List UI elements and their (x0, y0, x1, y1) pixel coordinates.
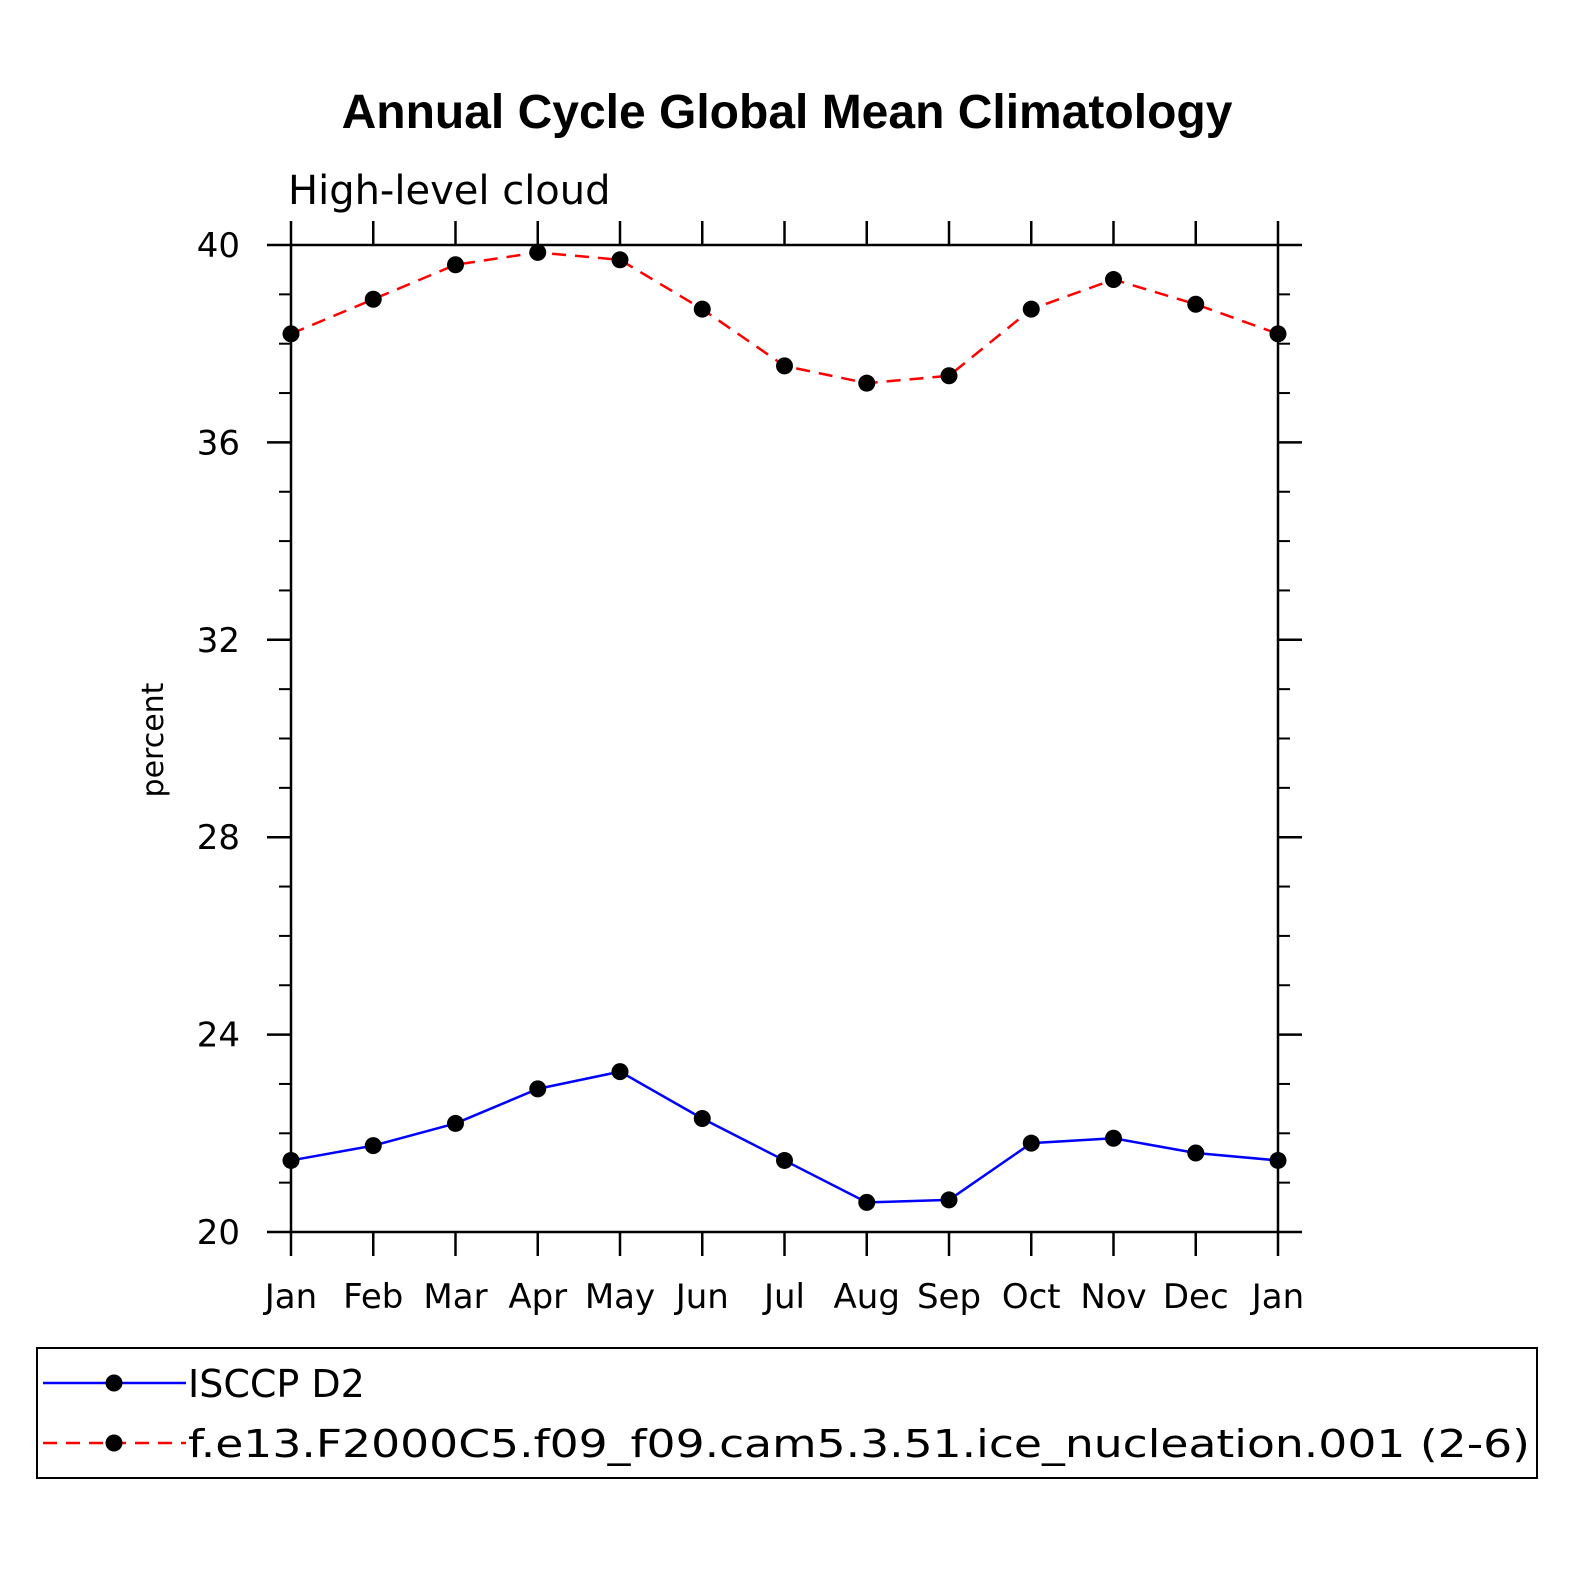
data-point-series-0 (1022, 1134, 1040, 1152)
data-point-series-1 (1187, 295, 1205, 313)
y-tick-label: 24 (197, 1016, 240, 1056)
data-point-series-0 (1187, 1144, 1205, 1162)
data-point-series-1 (940, 367, 958, 385)
data-point-series-1 (1269, 325, 1287, 343)
data-point-series-1 (282, 325, 300, 343)
x-tick-label: Apr (508, 1277, 567, 1317)
x-tick-labels: Jan Feb Mar Apr May Jun Jul Aug Sep Oct Nov Dec Jan (263, 1277, 1304, 1317)
series-layer (282, 243, 1287, 1211)
data-point-series-0 (364, 1137, 382, 1155)
x-tick-label: Oct (1002, 1277, 1061, 1317)
data-point-series-0 (693, 1109, 711, 1127)
x-tick-label: Mar (423, 1277, 487, 1317)
data-point-series-0 (1105, 1129, 1122, 1147)
y-tick-label: 20 (197, 1213, 240, 1253)
x-tick-label: Feb (343, 1277, 403, 1317)
chart-title: Annual Cycle Global Mean Climatology (342, 86, 1233, 139)
legend-marker-isccp (105, 1374, 123, 1392)
legend-label-model: f.e13.F2000C5.f09_f09.cam5.3.51.ice_nucl… (188, 1422, 1530, 1466)
chart-subtitle: High-level cloud (288, 168, 611, 214)
x-tick-label: Dec (1163, 1277, 1229, 1317)
data-point-series-0 (611, 1063, 629, 1081)
data-point-series-1 (1022, 300, 1040, 318)
data-point-series-0 (447, 1114, 464, 1132)
y-axis-label: percent (136, 682, 171, 797)
y-tick-label: 36 (197, 423, 240, 463)
data-point-series-1 (611, 251, 629, 269)
x-tick-label: Nov (1080, 1277, 1146, 1317)
data-point-series-1 (776, 357, 793, 375)
legend-box (36, 1347, 1538, 1479)
legend-label-isccp: ISCCP D2 (188, 1362, 365, 1406)
y-tick-label: 32 (197, 621, 240, 661)
x-tick-label: Jun (674, 1277, 729, 1317)
legend-entry-model: f.e13.F2000C5.f09_f09.cam5.3.51.ice_nucl… (43, 1422, 1530, 1466)
y-tick-label: 28 (197, 818, 240, 858)
data-point-series-1 (529, 243, 547, 261)
data-point-series-0 (1269, 1151, 1287, 1169)
series-line-0 (290, 1070, 1279, 1204)
data-point-series-0 (858, 1193, 876, 1211)
data-point-series-0 (940, 1191, 958, 1209)
x-tick-label: Sep (917, 1277, 981, 1317)
x-tick-label: May (585, 1277, 655, 1317)
axis-ticks (267, 221, 1302, 1256)
legend-entry-isccp: ISCCP D2 (43, 1362, 365, 1406)
data-point-series-0 (282, 1151, 300, 1169)
data-point-series-1 (447, 256, 464, 274)
y-tick-label: 40 (197, 226, 240, 266)
x-tick-label: Jan (263, 1277, 317, 1317)
y-tick-labels: 20 24 28 32 36 40 (197, 226, 240, 1253)
plot-frame (289, 243, 1280, 1234)
data-point-series-1 (693, 300, 711, 318)
data-point-series-1 (364, 290, 382, 308)
x-tick-label: Aug (834, 1277, 900, 1317)
x-tick-label: Jan (1250, 1277, 1304, 1317)
data-point-series-0 (529, 1080, 547, 1098)
data-point-series-0 (776, 1151, 793, 1169)
legend-marker-model (105, 1434, 123, 1452)
x-tick-label: Jul (762, 1277, 805, 1317)
data-point-series-1 (1105, 271, 1122, 289)
data-point-series-1 (858, 374, 876, 392)
